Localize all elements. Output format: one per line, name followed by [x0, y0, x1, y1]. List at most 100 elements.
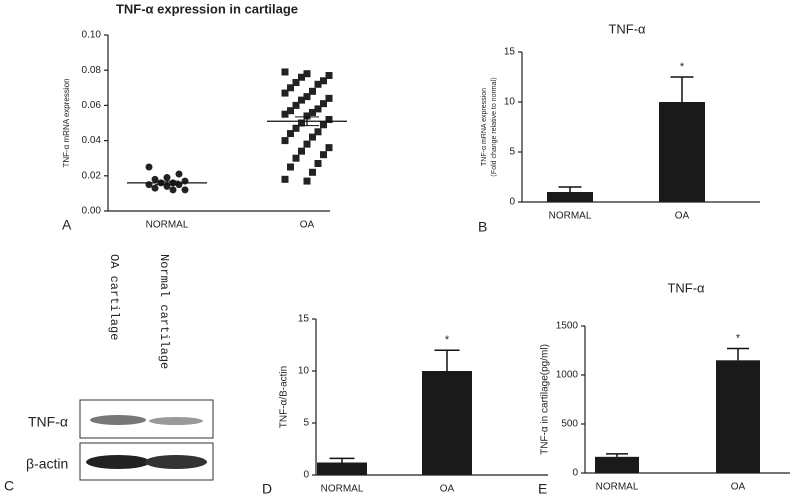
point: [309, 108, 316, 116]
point: [281, 68, 289, 76]
point: [309, 168, 316, 176]
y-axis-label: TNF-α in cartilage(pg/ml): [540, 344, 551, 455]
y-axis-label: TNF-α mRNA expression: [481, 88, 488, 166]
point: [309, 87, 316, 95]
annotation: *: [736, 332, 741, 344]
x-tick-label: NORMAL: [321, 484, 364, 495]
y-tick-label: 0: [509, 197, 515, 208]
panel-label: C: [4, 478, 14, 494]
y-tick-label: 1000: [556, 370, 579, 381]
bar: [716, 360, 760, 473]
point: [325, 94, 333, 102]
y-tick-label: 500: [561, 419, 578, 430]
band: [149, 417, 203, 425]
x-tick-label: OA: [440, 484, 455, 495]
point: [151, 184, 159, 192]
point: [181, 177, 189, 185]
point: [303, 140, 311, 148]
y-tick-label: 0: [303, 470, 309, 481]
chart-title: TNF-α: [608, 21, 646, 36]
annotation: *: [680, 61, 685, 73]
bar: [317, 462, 367, 475]
y-axis-label: TNF-α mRNA expression: [62, 78, 71, 167]
y-tick-label: 5: [303, 418, 309, 429]
point: [287, 163, 294, 171]
y-tick-label: 0.00: [82, 206, 102, 217]
point: [151, 175, 159, 183]
point: [314, 159, 322, 167]
point: [314, 105, 322, 113]
bar: [595, 456, 639, 473]
y-tick-label: 0.10: [82, 30, 102, 41]
point: [320, 100, 327, 108]
y-tick-label: 0: [572, 468, 578, 479]
point: [325, 115, 333, 123]
y-tick-label: 0.02: [82, 170, 102, 181]
y-tick-label: 0.06: [82, 100, 102, 111]
x-tick-label: OA: [731, 482, 746, 493]
x-tick-label: NORMAL: [596, 482, 639, 493]
row-label: β-actin: [26, 456, 68, 472]
blot: OA cartilage Normal cartilage TNF-α β-ac…: [4, 254, 214, 494]
point: [298, 73, 305, 81]
y-tick-label: 0.04: [82, 135, 102, 146]
x-tick-label: NORMAL: [146, 220, 189, 231]
point: [145, 181, 153, 189]
band: [145, 455, 207, 469]
point: [303, 93, 311, 101]
y-tick-label: 15: [298, 314, 310, 325]
point: [163, 174, 171, 182]
y-tick-label: 0.08: [82, 65, 102, 76]
point: [303, 70, 311, 78]
point: [325, 71, 333, 79]
chart-title: TNF-α: [667, 280, 705, 295]
x-tick-label: NORMAL: [549, 211, 592, 222]
lane-label: OA cartilage: [107, 254, 121, 340]
point: [320, 77, 327, 85]
point: [145, 163, 153, 171]
y-tick-label: 10: [298, 366, 310, 377]
point: [287, 84, 294, 92]
y-tick-label: 5: [509, 147, 515, 158]
point: [298, 147, 305, 155]
band: [86, 455, 150, 469]
point: [281, 137, 289, 145]
point: [314, 80, 322, 88]
y-tick-label: 1500: [556, 321, 579, 332]
panel-label: E: [538, 481, 547, 495]
bar: [547, 192, 593, 202]
y-tick-label: 10: [504, 97, 516, 108]
point: [287, 107, 294, 115]
x-tick-label: OA: [675, 211, 690, 222]
point: [292, 124, 300, 132]
point: [281, 89, 289, 97]
y-tick-label: 15: [504, 47, 516, 58]
y-axis-label: （Fold change relative to normal）: [490, 73, 498, 181]
point: [281, 110, 289, 118]
x-tick-label: OA: [300, 220, 315, 231]
annotation: *: [445, 334, 450, 346]
point: [287, 130, 294, 138]
bar: [659, 102, 705, 202]
point: [320, 151, 327, 159]
panel-label: B: [478, 219, 487, 235]
point: [314, 128, 322, 136]
point: [303, 177, 311, 185]
point: [169, 186, 177, 194]
point: [309, 133, 316, 141]
lane-label: Normal cartilage: [157, 254, 171, 369]
panel-label: A: [62, 217, 72, 233]
row-label: TNF-α: [28, 414, 68, 430]
point: [292, 79, 300, 87]
point: [281, 175, 289, 183]
point: [320, 121, 327, 129]
point: [175, 170, 183, 178]
chart-title: TNF-α expression in cartilage: [116, 1, 298, 16]
y-axis-label: TNF-α/B-actin: [279, 366, 290, 428]
point: [181, 186, 189, 194]
point: [292, 101, 300, 109]
point: [325, 144, 333, 152]
point: [298, 119, 305, 127]
point: [303, 112, 311, 120]
